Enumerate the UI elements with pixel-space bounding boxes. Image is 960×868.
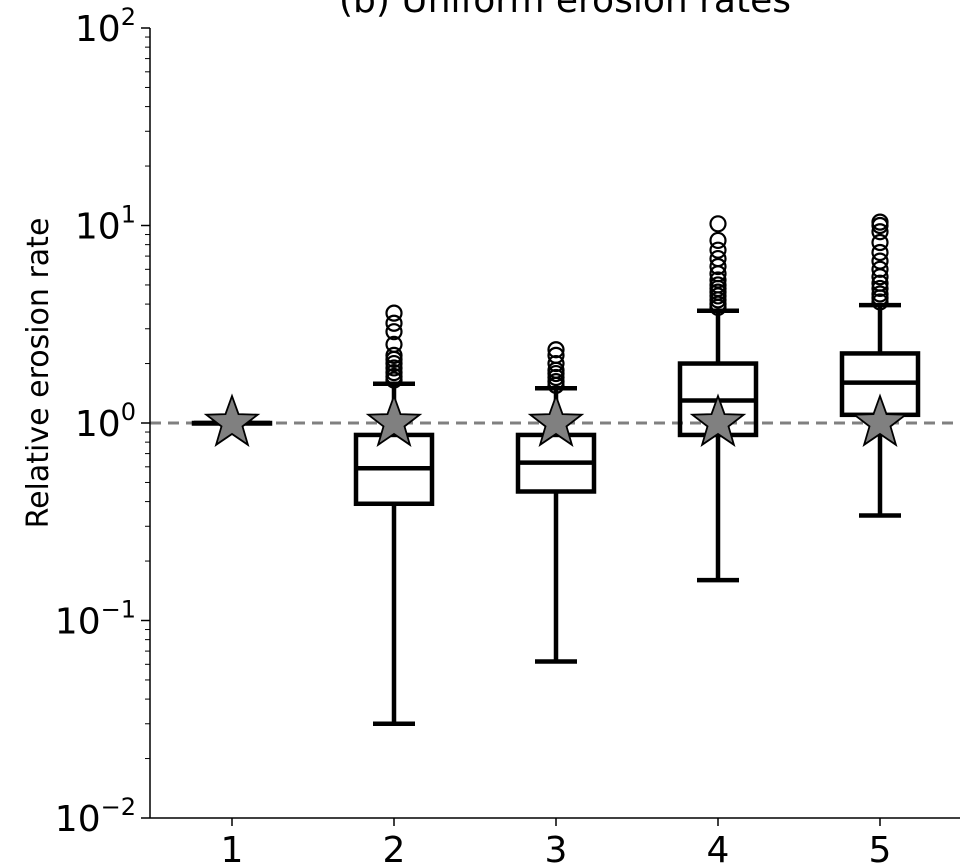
outlier-point [709, 249, 727, 268]
outlier-point [709, 215, 727, 233]
star-marker [203, 393, 261, 447]
y-tick-label: 101 [75, 201, 136, 248]
y-axis-label: Relative erosion rate [21, 218, 56, 529]
outlier-point [871, 243, 889, 262]
y-tick-label: 100 [75, 398, 136, 445]
outlier-point [547, 354, 565, 373]
star-marker [689, 393, 747, 447]
x-tick-label: 5 [869, 830, 892, 868]
box-item [515, 341, 597, 664]
outlier-point [871, 233, 889, 252]
y-tick-label: 10−1 [55, 596, 136, 643]
boxes-group [191, 213, 921, 727]
outlier-point [385, 323, 403, 341]
box-item [839, 213, 921, 518]
outlier-point [871, 260, 889, 278]
outlier-point [547, 346, 565, 364]
outlier-point [385, 359, 403, 377]
chart-title: (b) Uniform erosion rates [339, 0, 791, 21]
outlier-point [709, 276, 727, 294]
outlier-point [709, 257, 727, 276]
star-marker [527, 393, 585, 447]
outlier-point [385, 304, 403, 322]
outlier-point [385, 314, 403, 332]
outlier-point [871, 285, 889, 303]
outlier-point [385, 346, 403, 364]
outlier-point [547, 341, 565, 359]
x-tick-label: 1 [221, 830, 244, 868]
outlier-point [385, 335, 403, 354]
y-axis-ticks: 10−2 10−1 100 101 102 [55, 3, 150, 840]
x-tick-label: 3 [545, 830, 568, 868]
outlier-point [709, 241, 727, 259]
x-axis-ticks: 1 2 3 4 5 [221, 818, 892, 868]
box-item [353, 304, 435, 727]
outlier-point [871, 223, 889, 241]
outlier-point [871, 213, 889, 231]
box-item [191, 393, 273, 447]
outlier-point [871, 279, 889, 298]
outlier-point [385, 363, 403, 382]
box-item [677, 215, 759, 583]
outlier-point [709, 231, 727, 250]
y-tick-label: 10−2 [55, 793, 136, 840]
outlier-point [871, 252, 889, 270]
x-tick-label: 4 [707, 830, 730, 868]
x-tick-label: 2 [383, 830, 406, 868]
star-marker [365, 393, 423, 447]
outlier-point [709, 271, 727, 289]
star-marker [851, 393, 909, 447]
y-tick-label: 102 [75, 3, 136, 50]
